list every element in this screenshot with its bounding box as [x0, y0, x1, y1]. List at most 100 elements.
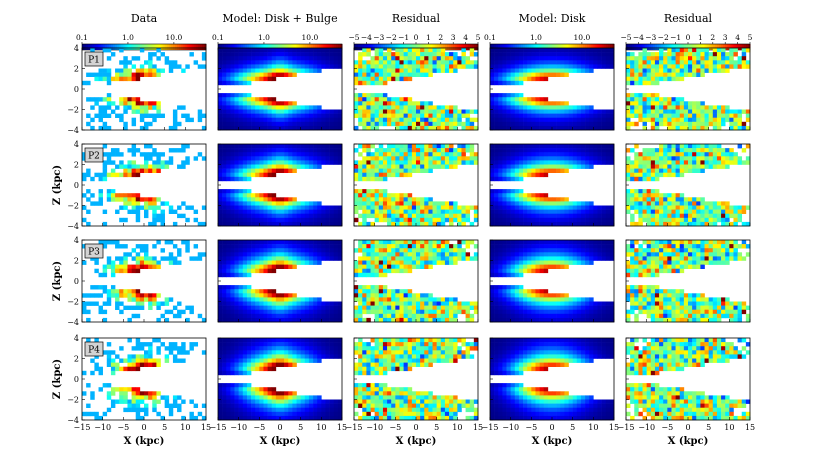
heatmap-cell	[94, 293, 99, 298]
heatmap-cell	[362, 297, 367, 302]
colorbar-segment	[327, 44, 331, 50]
heatmap-cell	[556, 152, 561, 157]
heatmap-cell	[428, 64, 433, 69]
heatmap-cell	[387, 60, 392, 65]
heatmap-cell	[271, 264, 277, 269]
heatmap-cell	[238, 60, 244, 65]
heatmap-cell	[119, 68, 124, 73]
heatmap-cell	[110, 168, 116, 173]
heatmap-cell	[144, 72, 149, 77]
colorbar-segment	[393, 44, 396, 50]
heatmap-cell	[708, 52, 714, 57]
heatmap-cell	[337, 213, 343, 219]
heatmap-cell	[246, 248, 252, 253]
heatmap-cell	[502, 217, 507, 223]
heatmap-cell	[514, 101, 520, 106]
heatmap-cell	[135, 297, 141, 302]
heatmap-cell	[366, 213, 371, 219]
heatmap-cell	[238, 101, 244, 106]
heatmap-cell	[630, 193, 635, 198]
heatmap-cell	[317, 109, 322, 114]
heatmap-cell	[226, 109, 231, 114]
heatmap-cell	[337, 217, 343, 223]
heatmap-cell	[90, 48, 95, 53]
heatmap-cell	[259, 125, 264, 131]
heatmap-cell	[354, 80, 359, 86]
heatmap-cell	[172, 125, 178, 131]
heatmap-cell	[589, 125, 594, 131]
heatmap-cell	[490, 72, 495, 77]
heatmap-cell	[358, 317, 363, 323]
heatmap-cell	[432, 113, 437, 118]
heatmap-cell	[275, 197, 281, 202]
heatmap-cell	[222, 256, 227, 261]
heatmap-cell	[325, 109, 330, 114]
heatmap-cell	[238, 313, 244, 319]
heatmap-cell	[271, 309, 277, 315]
heatmap-cell	[160, 248, 165, 253]
heatmap-cell	[218, 309, 223, 315]
heatmap-cell	[222, 101, 227, 106]
colorbar-segment	[537, 44, 541, 50]
heatmap-cell	[444, 152, 450, 157]
colorbar-2: 0.1 1.0 10.0	[212, 33, 343, 51]
heatmap-cell	[246, 113, 252, 118]
heatmap-cell	[106, 240, 112, 245]
heatmap-cell	[494, 121, 499, 127]
heatmap-cell	[597, 113, 602, 118]
heatmap-cell	[226, 313, 231, 319]
heatmap-cell	[518, 164, 524, 169]
colorbar-segment	[290, 44, 293, 50]
heatmap-cell	[275, 60, 281, 65]
heatmap-cell	[226, 289, 231, 294]
heatmap-cell	[304, 213, 310, 219]
heatmap-cell	[580, 125, 586, 131]
colorbar-segment	[547, 44, 551, 50]
heatmap-cell	[246, 97, 252, 102]
heatmap-cell	[407, 156, 413, 161]
heatmap-cell	[737, 121, 743, 127]
heatmap-cell	[457, 60, 462, 65]
colorbar-tick-label: 0	[686, 33, 691, 42]
heatmap-cell	[106, 152, 112, 157]
heatmap-cell	[246, 105, 252, 110]
heatmap-cell	[688, 109, 693, 114]
heatmap-cell	[378, 48, 384, 53]
heatmap-cell	[242, 217, 248, 223]
heatmap-cell	[222, 189, 227, 194]
heatmap-cell	[222, 244, 227, 249]
heatmap-cell	[156, 317, 161, 323]
heatmap-cell	[370, 248, 375, 253]
heatmap-cell	[580, 148, 586, 153]
heatmap-cell	[333, 256, 339, 261]
heatmap-cell	[407, 113, 413, 118]
heatmap-cell	[152, 148, 157, 153]
heatmap-cell	[539, 213, 545, 219]
heatmap-cell	[506, 209, 511, 214]
heatmap-cell	[354, 164, 359, 169]
heatmap-cell	[490, 109, 495, 114]
heatmap-cell	[378, 76, 384, 82]
heatmap-cell	[308, 240, 314, 245]
heatmap-cell	[382, 80, 388, 86]
heatmap-cell	[399, 56, 404, 61]
heatmap-cell	[288, 156, 293, 161]
heatmap-cell	[366, 193, 371, 198]
heatmap-cell	[222, 125, 227, 131]
heatmap-cell	[358, 248, 363, 253]
colorbar-segment	[453, 44, 456, 50]
heatmap-cell	[514, 76, 520, 82]
heatmap-cell	[514, 113, 520, 118]
heatmap-cell	[650, 93, 656, 98]
heatmap-cell	[275, 248, 281, 253]
heatmap-cell	[218, 68, 223, 73]
heatmap-cell	[280, 109, 285, 114]
heatmap-cell	[490, 193, 495, 198]
heatmap-cell	[634, 164, 639, 169]
heatmap-cell	[144, 113, 149, 118]
heatmap-cell	[246, 76, 252, 82]
heatmap-cell	[572, 60, 578, 65]
heatmap-cell	[300, 48, 306, 53]
heatmap-cell	[663, 152, 668, 157]
heatmap-cell	[523, 164, 528, 169]
